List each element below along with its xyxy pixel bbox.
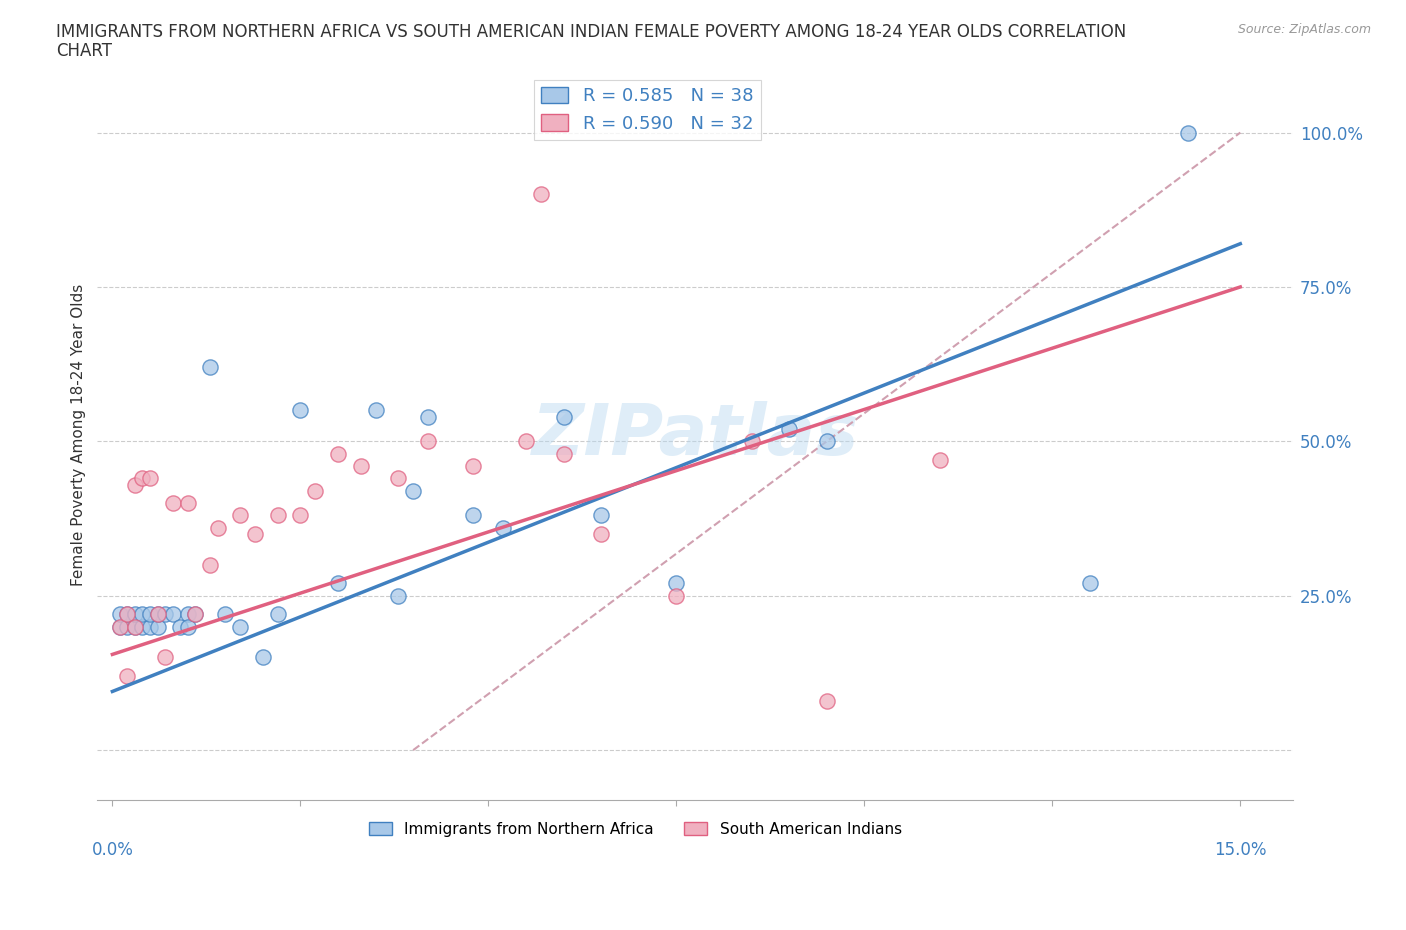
Text: IMMIGRANTS FROM NORTHERN AFRICA VS SOUTH AMERICAN INDIAN FEMALE POVERTY AMONG 18: IMMIGRANTS FROM NORTHERN AFRICA VS SOUTH…: [56, 23, 1126, 41]
Point: [117, 619, 139, 634]
Point: [778, 421, 800, 436]
Y-axis label: Female Poverty Among 18-24 Year Olds: Female Poverty Among 18-24 Year Olds: [72, 284, 86, 586]
Point: [198, 360, 221, 375]
Point: [387, 471, 409, 485]
Point: [176, 496, 198, 511]
Point: [124, 619, 146, 634]
Text: 15.0%: 15.0%: [1213, 842, 1267, 859]
Point: [290, 403, 312, 418]
Point: [815, 434, 838, 449]
Point: [364, 403, 387, 418]
Point: [463, 458, 485, 473]
Point: [515, 434, 537, 449]
Point: [108, 619, 131, 634]
Point: [139, 471, 162, 485]
Point: [108, 619, 131, 634]
Point: [463, 508, 485, 523]
Point: [387, 589, 409, 604]
Point: [146, 606, 169, 621]
Point: [124, 606, 146, 621]
Point: [591, 508, 613, 523]
Point: [290, 508, 312, 523]
Point: [153, 650, 176, 665]
Point: [252, 650, 274, 665]
Text: ZIPatlas: ZIPatlas: [531, 401, 859, 470]
Point: [267, 508, 290, 523]
Point: [553, 409, 575, 424]
Point: [139, 619, 162, 634]
Point: [815, 693, 838, 708]
Point: [184, 606, 207, 621]
Point: [169, 619, 191, 634]
Point: [245, 526, 267, 541]
Point: [229, 619, 252, 634]
Point: [117, 606, 139, 621]
Point: [402, 484, 425, 498]
Point: [665, 589, 688, 604]
Point: [418, 409, 440, 424]
Point: [176, 606, 198, 621]
Point: [146, 619, 169, 634]
Point: [326, 446, 349, 461]
Point: [131, 619, 153, 634]
Point: [184, 606, 207, 621]
Point: [207, 521, 229, 536]
Text: Source: ZipAtlas.com: Source: ZipAtlas.com: [1237, 23, 1371, 36]
Point: [146, 606, 169, 621]
Point: [591, 526, 613, 541]
Point: [304, 484, 326, 498]
Point: [229, 508, 252, 523]
Point: [326, 576, 349, 591]
Point: [214, 606, 236, 621]
Point: [198, 557, 221, 572]
Point: [741, 434, 763, 449]
Point: [349, 458, 371, 473]
Point: [108, 606, 131, 621]
Point: [153, 606, 176, 621]
Point: [176, 619, 198, 634]
Point: [124, 477, 146, 492]
Point: [131, 471, 153, 485]
Point: [418, 434, 440, 449]
Point: [162, 496, 184, 511]
Point: [117, 606, 139, 621]
Point: [124, 619, 146, 634]
Point: [1078, 576, 1101, 591]
Point: [139, 606, 162, 621]
Point: [1177, 126, 1199, 140]
Point: [553, 446, 575, 461]
Point: [267, 606, 290, 621]
Point: [131, 606, 153, 621]
Point: [530, 187, 553, 202]
Point: [665, 576, 688, 591]
Point: [492, 521, 515, 536]
Text: CHART: CHART: [56, 42, 112, 60]
Legend: R = 0.585   N = 38, R = 0.590   N = 32: R = 0.585 N = 38, R = 0.590 N = 32: [534, 80, 761, 140]
Point: [928, 452, 950, 467]
Text: 0.0%: 0.0%: [91, 842, 134, 859]
Point: [162, 606, 184, 621]
Point: [117, 669, 139, 684]
